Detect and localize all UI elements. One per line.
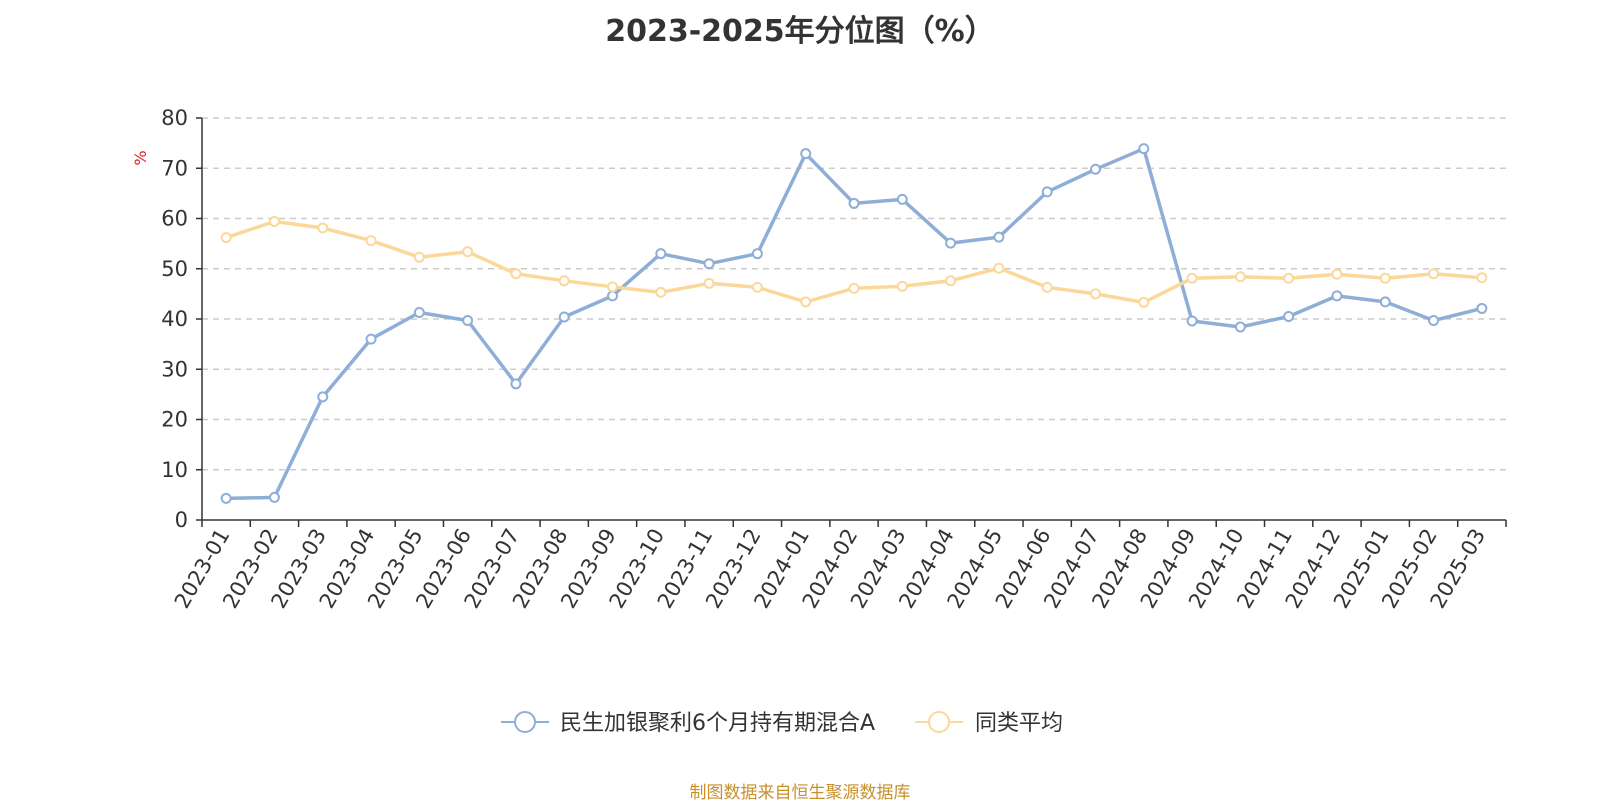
- data-point[interactable]: [848, 197, 860, 209]
- data-point[interactable]: [1283, 310, 1295, 322]
- chart-title: 2023-2025年分位图（%）: [605, 14, 995, 49]
- data-point[interactable]: [1089, 163, 1101, 175]
- data-point[interactable]: [1186, 315, 1198, 327]
- data-point[interactable]: [268, 491, 280, 503]
- data-point[interactable]: [1379, 272, 1391, 284]
- data-point[interactable]: [1428, 268, 1440, 280]
- data-point[interactable]: [1186, 272, 1198, 284]
- data-point[interactable]: [751, 248, 763, 260]
- data-point[interactable]: [1428, 315, 1440, 327]
- data-point[interactable]: [1138, 143, 1150, 155]
- data-point[interactable]: [510, 268, 522, 280]
- data-point[interactable]: [365, 333, 377, 345]
- data-point[interactable]: [607, 290, 619, 302]
- y-tick-label: 10: [161, 458, 188, 482]
- data-point[interactable]: [800, 296, 812, 308]
- data-point[interactable]: [462, 246, 474, 258]
- legend-marker-icon: [928, 711, 950, 733]
- data-point[interactable]: [993, 262, 1005, 274]
- data-point[interactable]: [220, 232, 232, 244]
- data-point[interactable]: [1379, 296, 1391, 308]
- data-point[interactable]: [1138, 296, 1150, 308]
- data-point[interactable]: [896, 280, 908, 292]
- data-point[interactable]: [607, 281, 619, 293]
- data-point[interactable]: [848, 282, 860, 294]
- data-point[interactable]: [703, 258, 715, 270]
- data-point[interactable]: [800, 148, 812, 160]
- data-point[interactable]: [413, 251, 425, 263]
- data-point[interactable]: [896, 193, 908, 205]
- data-point[interactable]: [462, 315, 474, 327]
- data-point[interactable]: [655, 286, 667, 298]
- legend-marker-icon: [514, 711, 536, 733]
- legend-label: 同类平均: [975, 711, 1063, 736]
- legend[interactable]: 民生加银聚利6个月持有期混合A 同类平均: [501, 711, 1063, 736]
- y-tick-label: 40: [161, 307, 188, 331]
- data-point[interactable]: [317, 222, 329, 234]
- data-point[interactable]: [317, 391, 329, 403]
- legend-item-2[interactable]: 同类平均: [915, 711, 1063, 736]
- data-point[interactable]: [558, 275, 570, 287]
- y-tick-label: 30: [161, 357, 188, 381]
- data-point[interactable]: [655, 248, 667, 260]
- y-tick-label: 80: [161, 106, 188, 130]
- data-point[interactable]: [1089, 288, 1101, 300]
- data-point[interactable]: [703, 277, 715, 289]
- axes: 01020304050607080%2023-012023-022023-032…: [131, 106, 1507, 612]
- data-point[interactable]: [751, 281, 763, 293]
- data-point[interactable]: [1476, 272, 1488, 284]
- y-axis-label: %: [131, 150, 150, 165]
- data-point[interactable]: [1234, 271, 1246, 283]
- data-point[interactable]: [268, 216, 280, 228]
- data-point[interactable]: [413, 306, 425, 318]
- y-tick-label: 0: [175, 508, 188, 532]
- y-tick-label: 60: [161, 207, 188, 231]
- data-point[interactable]: [1234, 321, 1246, 333]
- data-point[interactable]: [1041, 186, 1053, 198]
- legend-item-1[interactable]: 民生加银聚利6个月持有期混合A: [501, 711, 875, 736]
- data-point[interactable]: [365, 235, 377, 247]
- data-point[interactable]: [1041, 281, 1053, 293]
- data-point[interactable]: [510, 378, 522, 390]
- data-point[interactable]: [1476, 302, 1488, 314]
- y-tick-label: 20: [161, 408, 188, 432]
- grid-lines: [202, 117, 1506, 471]
- data-point[interactable]: [220, 492, 232, 504]
- source-note: 制图数据来自恒生聚源数据库: [689, 783, 911, 803]
- data-point[interactable]: [1331, 268, 1343, 280]
- data-point[interactable]: [558, 311, 570, 323]
- legend-label: 民生加银聚利6个月持有期混合A: [560, 711, 875, 736]
- y-tick-label: 70: [161, 156, 188, 180]
- data-point[interactable]: [945, 275, 957, 287]
- data-point[interactable]: [945, 237, 957, 249]
- data-point[interactable]: [1331, 290, 1343, 302]
- data-point[interactable]: [993, 231, 1005, 243]
- series-layer: [220, 143, 1488, 504]
- data-point[interactable]: [1283, 272, 1295, 284]
- y-tick-label: 50: [161, 257, 188, 281]
